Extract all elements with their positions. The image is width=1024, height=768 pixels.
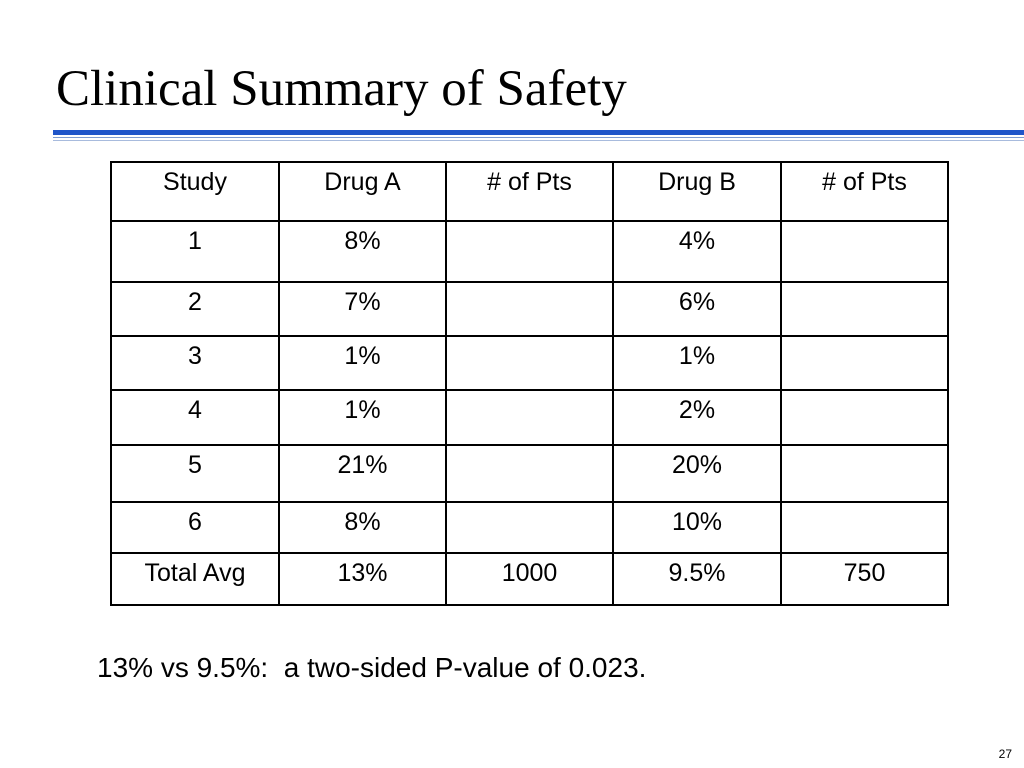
header-study: Study	[110, 161, 280, 222]
cell-drug-b: 9.5%	[612, 552, 782, 606]
cell-drug-a-pts: 1000	[445, 552, 614, 606]
cell-drug-a: 1%	[278, 389, 447, 446]
header-drug-b: Drug B	[612, 161, 782, 222]
cell-drug-a: 13%	[278, 552, 447, 606]
cell-drug-b: 4%	[612, 220, 782, 283]
table-row: 4 1% 2%	[110, 389, 949, 446]
table-row: 3 1% 1%	[110, 335, 949, 391]
cell-drug-b-pts	[780, 444, 949, 503]
cell-drug-b: 2%	[612, 389, 782, 446]
cell-drug-a-pts	[445, 389, 614, 446]
cell-drug-a-pts	[445, 444, 614, 503]
safety-table-container: Study Drug A # of Pts Drug B # of Pts 1 …	[110, 161, 949, 606]
cell-drug-a: 8%	[278, 220, 447, 283]
cell-drug-a: 1%	[278, 335, 447, 391]
table-row: 1 8% 4%	[110, 220, 949, 283]
cell-drug-b: 10%	[612, 501, 782, 554]
cell-drug-b: 1%	[612, 335, 782, 391]
cell-study: 4	[110, 389, 280, 446]
cell-drug-b: 20%	[612, 444, 782, 503]
p-value-note: 13% vs 9.5%: a two-sided P-value of 0.02…	[97, 652, 647, 683]
cell-drug-b-pts	[780, 335, 949, 391]
cell-drug-b-pts	[780, 501, 949, 554]
table-row: 6 8% 10%	[110, 501, 949, 554]
cell-drug-b-pts: 750	[780, 552, 949, 606]
header-drug-b-pts: # of Pts	[780, 161, 949, 222]
table-row: 2 7% 6%	[110, 281, 949, 337]
cell-drug-a: 8%	[278, 501, 447, 554]
title-underline-thick	[53, 130, 1024, 135]
cell-drug-a-pts	[445, 281, 614, 337]
cell-drug-b-pts	[780, 389, 949, 446]
safety-table: Study Drug A # of Pts Drug B # of Pts 1 …	[110, 161, 949, 606]
cell-study: 5	[110, 444, 280, 503]
cell-drug-b-pts	[780, 281, 949, 337]
cell-drug-b: 6%	[612, 281, 782, 337]
cell-drug-a-pts	[445, 335, 614, 391]
cell-drug-a: 7%	[278, 281, 447, 337]
table-header-row: Study Drug A # of Pts Drug B # of Pts	[110, 161, 949, 222]
cell-study: Total Avg	[110, 552, 280, 606]
table-row-total: Total Avg 13% 1000 9.5% 750	[110, 552, 949, 606]
slide-title: Clinical Summary of Safety	[56, 61, 627, 117]
cell-study: 3	[110, 335, 280, 391]
header-drug-a-pts: # of Pts	[445, 161, 614, 222]
cell-study: 1	[110, 220, 280, 283]
title-underline-thin	[53, 140, 1024, 141]
table-row: 5 21% 20%	[110, 444, 949, 503]
page-number: 27	[998, 747, 1012, 761]
cell-study: 6	[110, 501, 280, 554]
cell-drug-a-pts	[445, 220, 614, 283]
cell-study: 2	[110, 281, 280, 337]
cell-drug-a-pts	[445, 501, 614, 554]
header-drug-a: Drug A	[278, 161, 447, 222]
cell-drug-a: 21%	[278, 444, 447, 503]
title-underline-thin	[53, 137, 1024, 138]
cell-drug-b-pts	[780, 220, 949, 283]
